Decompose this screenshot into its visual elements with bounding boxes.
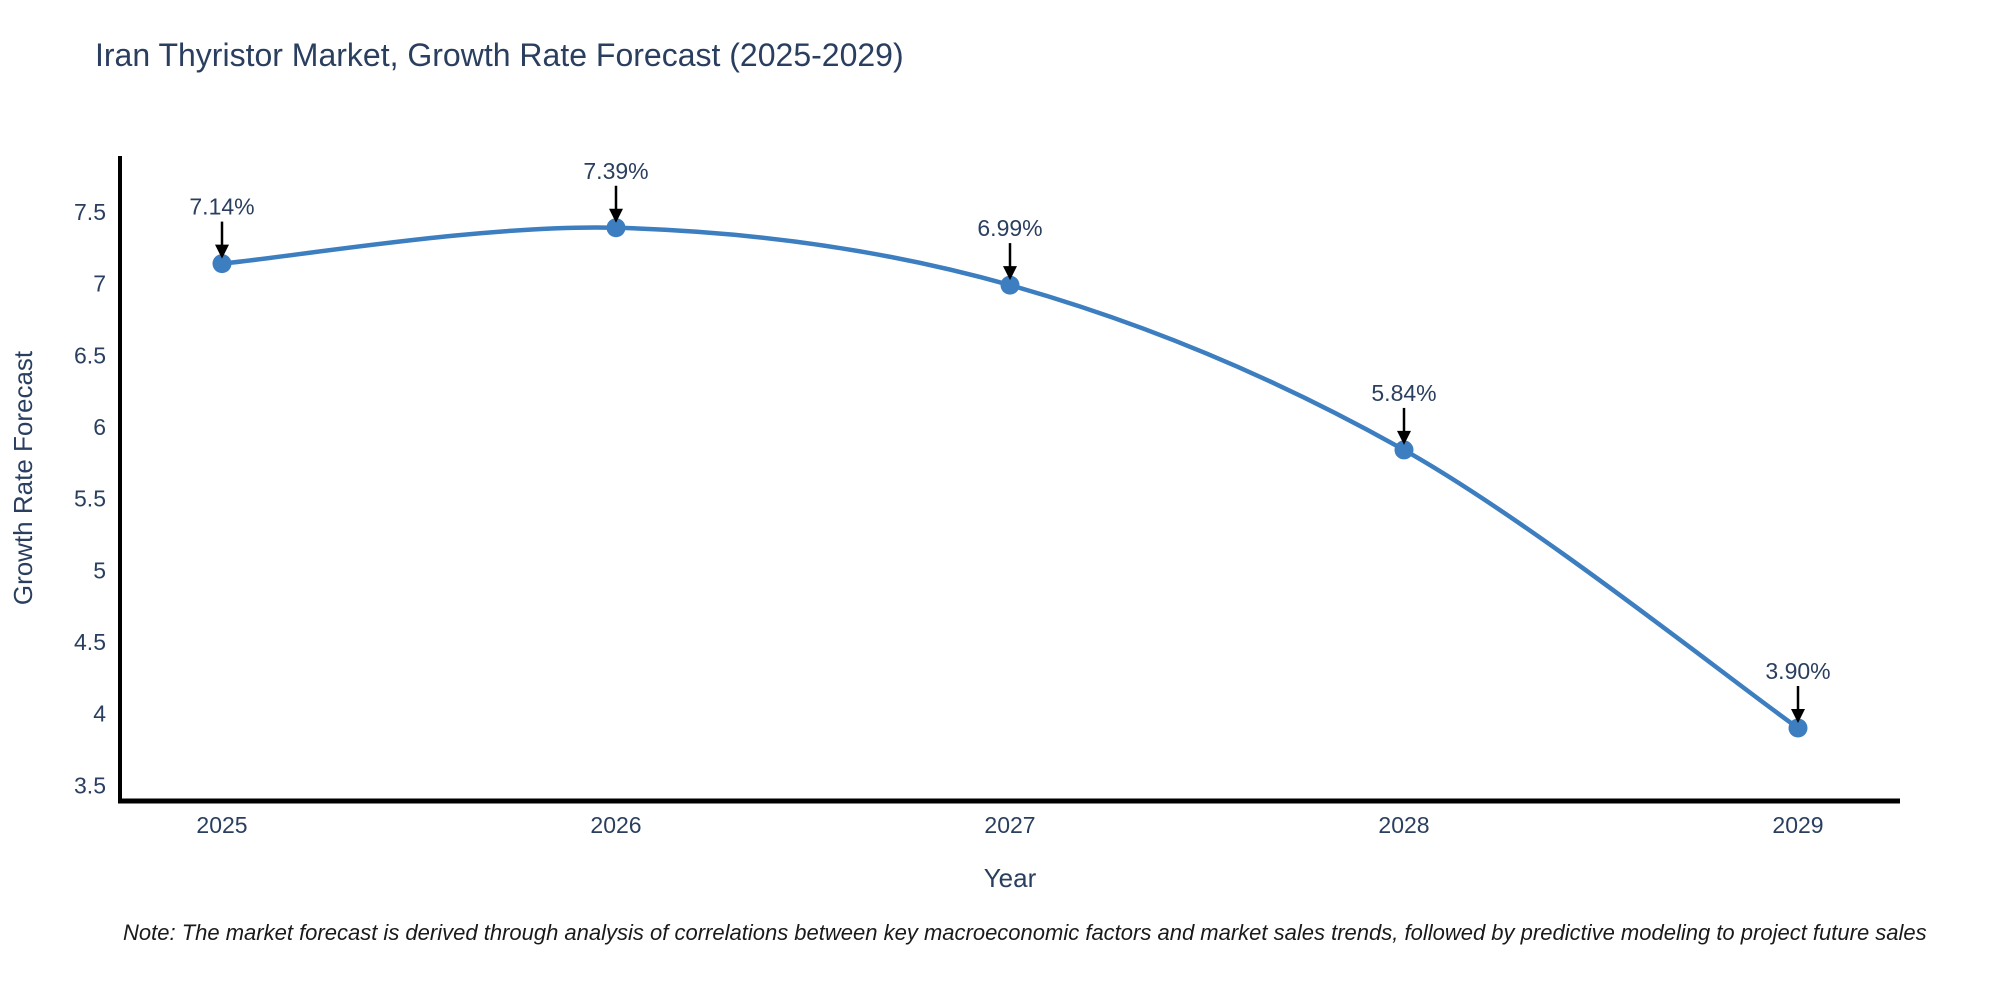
footnote: Note: The market forecast is derived thr… <box>123 920 1927 945</box>
y-tick-label: 4.5 <box>74 629 106 655</box>
x-tick-label: 2028 <box>1378 812 1429 838</box>
annotation-label: 3.90% <box>1765 658 1830 684</box>
y-tick-label: 6 <box>93 414 106 440</box>
annotation-arrowhead-icon <box>609 208 623 223</box>
y-tick-label: 3.5 <box>74 772 106 798</box>
annotation-arrowhead-icon <box>1397 430 1411 445</box>
chart-title: Iran Thyristor Market, Growth Rate Forec… <box>95 37 904 73</box>
data-point-marker <box>1788 718 1808 738</box>
annotation-label: 7.14% <box>189 194 254 220</box>
x-tick-label: 2026 <box>590 812 641 838</box>
data-point-marker <box>1394 440 1414 460</box>
data-point-markers <box>212 218 1808 738</box>
point-annotations: 7.14% 7.39% 6.99% 5.84% 3.90% <box>189 158 1831 723</box>
series-line <box>219 225 1801 731</box>
y-tick-label: 6.5 <box>74 342 106 368</box>
y-tick-label: 7.5 <box>74 199 106 225</box>
y-axis-title: Growth Rate Forecast <box>8 350 38 605</box>
annotation-label: 7.39% <box>583 158 648 184</box>
y-tick-label: 5 <box>93 557 106 583</box>
annotation-label: 6.99% <box>977 215 1042 241</box>
y-tick-label: 5.5 <box>74 486 106 512</box>
point-annotation: 7.14% <box>189 194 255 259</box>
data-point-marker <box>1000 275 1020 295</box>
annotation-label: 5.84% <box>1371 380 1436 406</box>
x-axis-tick-labels: 2025 2026 2027 2028 2029 <box>196 812 1823 838</box>
annotation-arrowhead-icon <box>1003 266 1017 281</box>
annotation-arrowhead-icon <box>1791 708 1805 723</box>
data-point-marker <box>606 218 626 238</box>
x-tick-label: 2029 <box>1772 812 1823 838</box>
point-annotation: 3.90% <box>1765 658 1831 723</box>
point-annotation: 5.84% <box>1371 380 1437 445</box>
x-tick-label: 2025 <box>196 812 247 838</box>
annotation-arrowhead-icon <box>215 244 229 259</box>
x-axis-title: Year <box>984 863 1037 893</box>
data-point-marker <box>212 254 232 274</box>
point-annotation: 6.99% <box>977 215 1043 281</box>
x-tick-label: 2027 <box>984 812 1035 838</box>
y-tick-label: 7 <box>93 271 106 297</box>
y-tick-label: 4 <box>93 701 106 727</box>
y-axis-tick-labels: 7.5 7 6.5 6 5.5 5 4.5 4 3.5 <box>74 199 106 798</box>
point-annotation: 7.39% <box>583 158 649 223</box>
